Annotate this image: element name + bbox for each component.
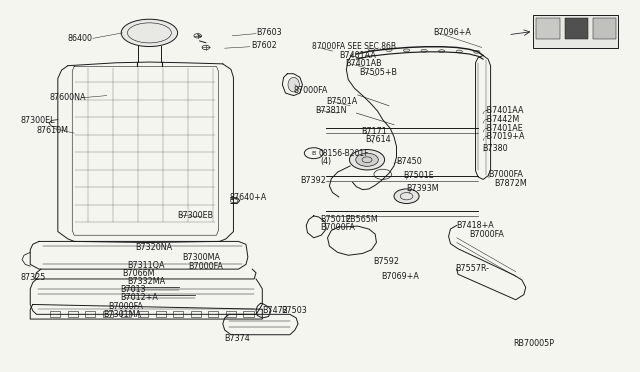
Bar	[243, 311, 253, 317]
Text: B7320NA: B7320NA	[135, 244, 172, 253]
Ellipse shape	[121, 19, 178, 46]
Text: B7392: B7392	[300, 176, 326, 185]
Ellipse shape	[438, 49, 445, 52]
Text: B7418+A: B7418+A	[457, 221, 495, 230]
Text: 87600NA: 87600NA	[49, 93, 86, 102]
Text: B7450: B7450	[397, 157, 422, 166]
Ellipse shape	[421, 49, 428, 52]
Text: B7311QA: B7311QA	[127, 261, 164, 270]
Text: B7000FA: B7000FA	[108, 302, 143, 311]
Text: B7332MA: B7332MA	[127, 277, 165, 286]
Text: B7401AB: B7401AB	[345, 60, 381, 68]
Text: 86400: 86400	[68, 34, 93, 43]
Bar	[103, 311, 113, 317]
Text: B7300EB: B7300EB	[177, 211, 213, 220]
Text: B7000FA: B7000FA	[488, 170, 523, 179]
Bar	[209, 311, 218, 317]
Text: -B7019+A: -B7019+A	[484, 132, 525, 141]
Text: B7603: B7603	[256, 28, 282, 37]
Text: B7592: B7592	[373, 257, 399, 266]
Text: 87610M: 87610M	[36, 126, 68, 135]
Bar	[191, 311, 201, 317]
Text: B7374: B7374	[225, 334, 250, 343]
Text: RB70005P: RB70005P	[513, 339, 554, 348]
Text: B7301MA: B7301MA	[104, 310, 141, 319]
Text: B7393M: B7393M	[406, 185, 439, 193]
Text: (4): (4)	[320, 157, 331, 166]
Bar	[533, 15, 618, 48]
Text: 08156-B201F: 08156-B201F	[319, 149, 369, 158]
Ellipse shape	[474, 50, 480, 53]
Text: B7069+A: B7069+A	[381, 272, 419, 281]
Ellipse shape	[456, 50, 462, 53]
Bar	[564, 18, 588, 39]
Text: B7501A: B7501A	[326, 97, 358, 106]
Text: 87300EL: 87300EL	[20, 116, 54, 125]
Bar	[226, 311, 236, 317]
Bar	[138, 311, 148, 317]
Text: 87325: 87325	[20, 273, 45, 282]
Ellipse shape	[288, 77, 300, 92]
Bar	[68, 311, 78, 317]
Text: B7614: B7614	[365, 135, 391, 144]
Ellipse shape	[386, 49, 392, 51]
Text: B7096+A: B7096+A	[433, 28, 471, 37]
Text: B7012+A: B7012+A	[120, 294, 159, 302]
Text: -B7401AA: -B7401AA	[484, 106, 524, 115]
Ellipse shape	[403, 49, 410, 52]
Text: 2B565M: 2B565M	[345, 215, 378, 224]
Text: 87640+A: 87640+A	[229, 193, 266, 202]
Bar	[593, 18, 616, 39]
Text: B7380: B7380	[482, 144, 508, 153]
Text: B7503: B7503	[281, 306, 307, 315]
Text: B7000FA: B7000FA	[188, 262, 223, 272]
Text: B7557R-: B7557R-	[455, 263, 489, 273]
Text: B7872M: B7872M	[494, 179, 527, 187]
Ellipse shape	[368, 48, 374, 51]
Text: B7401AA: B7401AA	[339, 51, 376, 60]
Text: B7066M: B7066M	[122, 269, 155, 278]
Text: B: B	[312, 151, 316, 156]
Text: B7300MA: B7300MA	[182, 253, 220, 262]
Text: B7501E: B7501E	[403, 171, 433, 180]
Text: B7013: B7013	[120, 285, 146, 294]
Text: B7472: B7472	[262, 306, 288, 315]
Text: 87000FA SEE SEC.86B: 87000FA SEE SEC.86B	[312, 42, 396, 51]
Text: B7000FA: B7000FA	[469, 230, 504, 238]
Text: -B7442M: -B7442M	[484, 115, 520, 124]
Text: 87000FA: 87000FA	[294, 86, 328, 95]
Text: -B7401AE: -B7401AE	[484, 124, 523, 133]
Text: B7505+B: B7505+B	[359, 68, 397, 77]
Bar	[156, 311, 166, 317]
Bar	[173, 311, 183, 317]
Bar	[51, 311, 60, 317]
Text: B7000FA: B7000FA	[320, 224, 355, 232]
Text: B7171: B7171	[361, 127, 387, 136]
Text: B7381N: B7381N	[315, 106, 346, 115]
Text: B7602: B7602	[251, 41, 276, 50]
Bar	[536, 18, 559, 39]
Circle shape	[394, 189, 419, 203]
Circle shape	[356, 153, 378, 166]
Bar	[85, 311, 95, 317]
Text: B7501E: B7501E	[320, 215, 351, 224]
Circle shape	[349, 150, 385, 170]
Bar	[120, 311, 131, 317]
